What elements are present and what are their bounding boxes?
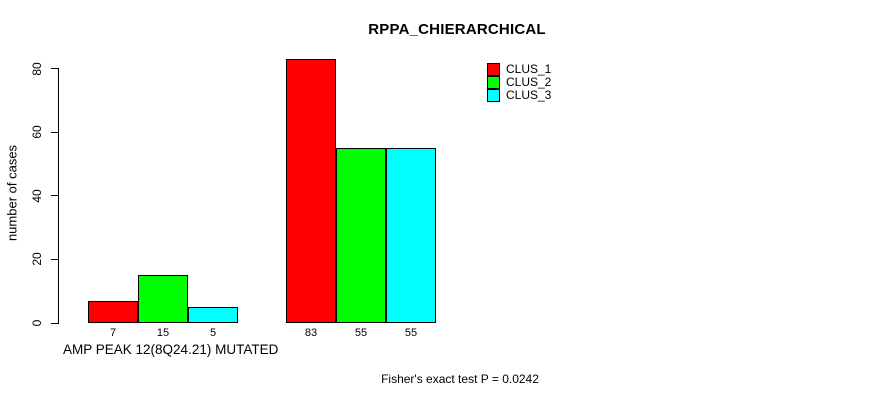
legend-label: CLUS_1	[506, 62, 552, 76]
bar-clus_3-group2	[386, 148, 436, 323]
y-tick-label: 80	[30, 62, 44, 76]
bar-clus_1-group2	[286, 59, 336, 323]
bar-value-label: 83	[304, 327, 318, 339]
legend-item-clus_2: CLUS_2	[487, 76, 551, 89]
y-tick-mark	[51, 258, 58, 260]
legend-label: CLUS_2	[506, 75, 552, 89]
y-tick-mark	[51, 322, 58, 324]
y-axis-label: number of cases	[4, 144, 20, 242]
legend-swatch-icon	[487, 76, 500, 89]
legend-item-clus_3: CLUS_3	[487, 89, 551, 102]
legend-swatch-icon	[487, 89, 500, 102]
legend-label: CLUS_3	[506, 88, 552, 102]
legend-item-clus_1: CLUS_1	[487, 63, 551, 76]
bar-value-label: 15	[156, 327, 170, 339]
bar-clus_1-group1	[88, 300, 138, 323]
stat-test-caption: Fisher's exact test P = 0.0242	[381, 372, 539, 386]
legend-swatch-icon	[487, 63, 500, 76]
bar-value-label: 55	[404, 327, 418, 339]
bar-clus_2-group2	[336, 148, 386, 323]
y-tick-label: 20	[30, 252, 44, 267]
x-axis-group-label: AMP PEAK 12(8Q24.21) MUTATED	[63, 342, 279, 357]
y-tick-label: 60	[30, 125, 44, 140]
y-tick-label: 0	[30, 319, 44, 327]
y-tick-mark	[51, 195, 58, 197]
bar-value-label: 55	[354, 327, 368, 339]
y-tick-mark	[51, 68, 58, 70]
legend: CLUS_1 CLUS_2 CLUS_3	[487, 63, 551, 102]
y-axis-line	[58, 68, 59, 324]
y-tick-label: 40	[30, 189, 44, 203]
bar-value-label: 5	[209, 327, 217, 339]
bar-value-label: 7	[109, 327, 117, 339]
y-tick-mark	[51, 131, 58, 133]
chart-title: RPPA_CHIERARCHICAL	[368, 21, 546, 38]
bar-clus_3-group1	[188, 307, 238, 323]
bar-clus_2-group1	[138, 275, 188, 323]
